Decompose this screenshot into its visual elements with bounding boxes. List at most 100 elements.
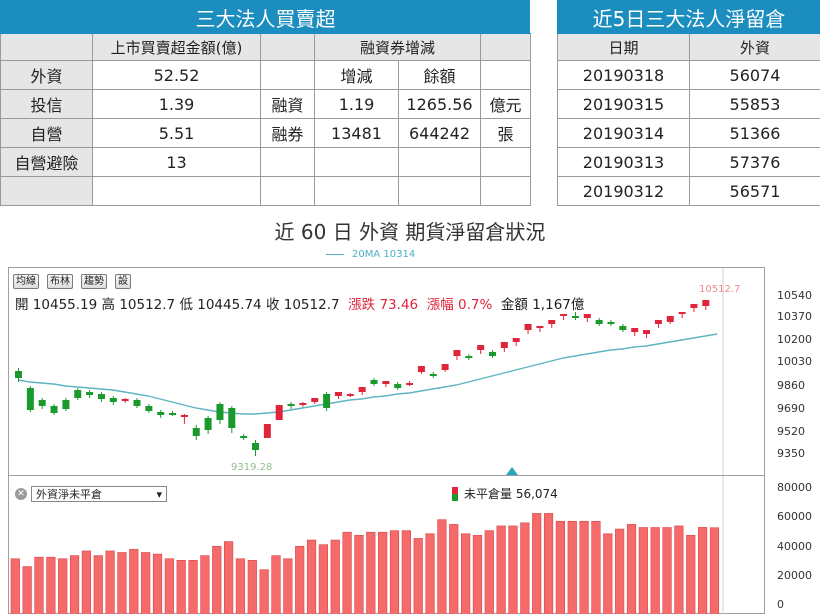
oi-bar xyxy=(472,535,483,614)
candle-body xyxy=(323,394,331,408)
oi-bar xyxy=(247,560,257,614)
open-value: 10455.19 xyxy=(32,297,98,313)
oi-bar xyxy=(117,552,127,614)
oi-bar xyxy=(259,569,269,614)
institutional-trading-table: 三大法人買賣超 上市買賣超金額(億) 融資券增減 外資 52.52 增減 餘額 … xyxy=(0,0,531,206)
candle-body xyxy=(50,406,58,413)
value-cell: 57376 xyxy=(688,147,820,177)
oi-bar xyxy=(662,527,672,614)
oi-bar xyxy=(283,558,293,614)
candle-body xyxy=(86,392,94,395)
oi-bar xyxy=(603,533,613,614)
oi-bar xyxy=(271,555,281,614)
oi-bar xyxy=(81,550,91,614)
ohlc-readout: 開 10455.19 高 10512.7 低 10445.74 收 10512.… xyxy=(15,297,585,313)
oi-legend: 未平倉量 56,074 xyxy=(452,485,558,502)
ma-button[interactable]: 均線 xyxy=(13,274,39,289)
close-value: 10512.7 xyxy=(283,297,340,313)
candle-body xyxy=(240,436,248,438)
price-tick: 9350 xyxy=(777,447,805,460)
indicator-dropdown[interactable]: 外資淨未平倉 ▾ xyxy=(31,486,167,502)
candle-body xyxy=(394,384,402,388)
table-title: 近5日三大法人淨留倉 xyxy=(556,0,820,34)
oi-bar xyxy=(224,541,234,614)
unit-cell: 億元 xyxy=(480,89,531,119)
oi-bar xyxy=(212,545,222,614)
oi-bar xyxy=(34,556,44,614)
oi-bar xyxy=(93,555,103,614)
candle-body xyxy=(654,320,662,324)
oi-bar xyxy=(188,560,198,614)
candle-body xyxy=(346,394,354,396)
oi-bar xyxy=(105,550,115,614)
settings-button[interactable]: 設 xyxy=(115,274,131,289)
open-interest-panel[interactable]: ✕ 外資淨未平倉 ▾ 未平倉量 56,074 xyxy=(8,475,765,614)
candle-body xyxy=(571,316,579,318)
table-row xyxy=(0,176,531,206)
oi-bar xyxy=(437,519,447,614)
volume-tick: 20000 xyxy=(777,569,812,582)
oi-bar xyxy=(520,522,530,614)
high-marker: 10512.7 xyxy=(699,284,740,295)
close-icon[interactable]: ✕ xyxy=(15,488,27,500)
candle-body xyxy=(26,388,34,410)
row-label: 投信 xyxy=(0,89,93,119)
oi-bar xyxy=(425,533,435,614)
balance-cell: 1265.56 xyxy=(398,89,481,119)
table-row: 20190315 55853 xyxy=(557,89,820,119)
candle-body xyxy=(252,443,259,450)
trend-button[interactable]: 趨勢 xyxy=(81,274,107,289)
pct-value: 0.7% xyxy=(458,297,493,313)
oi-bar xyxy=(129,549,139,614)
oi-bar xyxy=(579,520,589,614)
candle-body xyxy=(38,400,46,406)
oi-bar xyxy=(200,555,210,614)
candle-body xyxy=(619,326,627,330)
candle-body xyxy=(204,418,212,430)
candle-body xyxy=(382,381,390,384)
table-row: 20190312 56571 xyxy=(557,176,820,206)
margin-type-cell: 融券 xyxy=(260,118,315,148)
price-tick: 10200 xyxy=(777,333,812,346)
ma-line-swatch xyxy=(326,253,344,255)
table-row: 外資 52.52 增減 餘額 xyxy=(0,60,531,90)
oi-bar xyxy=(235,558,246,614)
oi-bar xyxy=(366,531,376,614)
ma-legend-label: 20MA 10314 xyxy=(352,249,416,260)
amount-cell: 5.51 xyxy=(92,118,261,148)
candle-body xyxy=(429,374,437,376)
volume-tick: 40000 xyxy=(777,540,812,553)
oi-bar xyxy=(378,531,388,614)
candle-body xyxy=(299,403,307,405)
oi-bar xyxy=(330,539,340,614)
candle-body xyxy=(666,316,674,322)
candle-body xyxy=(311,398,319,402)
oi-bar xyxy=(389,530,400,614)
column-header-change: 增減 xyxy=(314,60,399,90)
column-header-amount: 上市買賣超金額(億) xyxy=(92,33,261,61)
candlestick-chart[interactable]: 10512.7 9319.28 xyxy=(9,268,766,476)
bollinger-button[interactable]: 布林 xyxy=(47,274,73,289)
candle-body xyxy=(192,428,200,436)
oi-bar xyxy=(674,525,684,614)
oi-bar xyxy=(591,520,601,614)
candle-body xyxy=(417,366,425,372)
row-label: 自營避險 xyxy=(0,147,93,177)
volume-tick: 60000 xyxy=(777,510,812,523)
oi-bar xyxy=(615,528,625,614)
indicator-selector[interactable]: ✕ 外資淨未平倉 ▾ xyxy=(15,486,167,502)
column-header-margin: 融資券增減 xyxy=(314,33,481,61)
candle-body xyxy=(453,350,461,356)
oi-bar xyxy=(141,552,151,614)
volume-tick: 80000 xyxy=(777,481,812,494)
table-row: 20190318 56074 xyxy=(557,60,820,90)
candle-body xyxy=(643,330,651,334)
oi-bar xyxy=(58,558,68,614)
candle-body xyxy=(512,338,520,342)
current-position-marker xyxy=(506,467,518,475)
price-panel[interactable]: 10512.7 9319.28 均線 布林 趨勢 設 開 10455.19 高 1… xyxy=(8,267,766,476)
date-cell: 20190313 xyxy=(557,147,690,177)
oi-bar xyxy=(164,558,174,614)
candle-body xyxy=(595,320,603,324)
value-cell: 56074 xyxy=(688,60,820,90)
